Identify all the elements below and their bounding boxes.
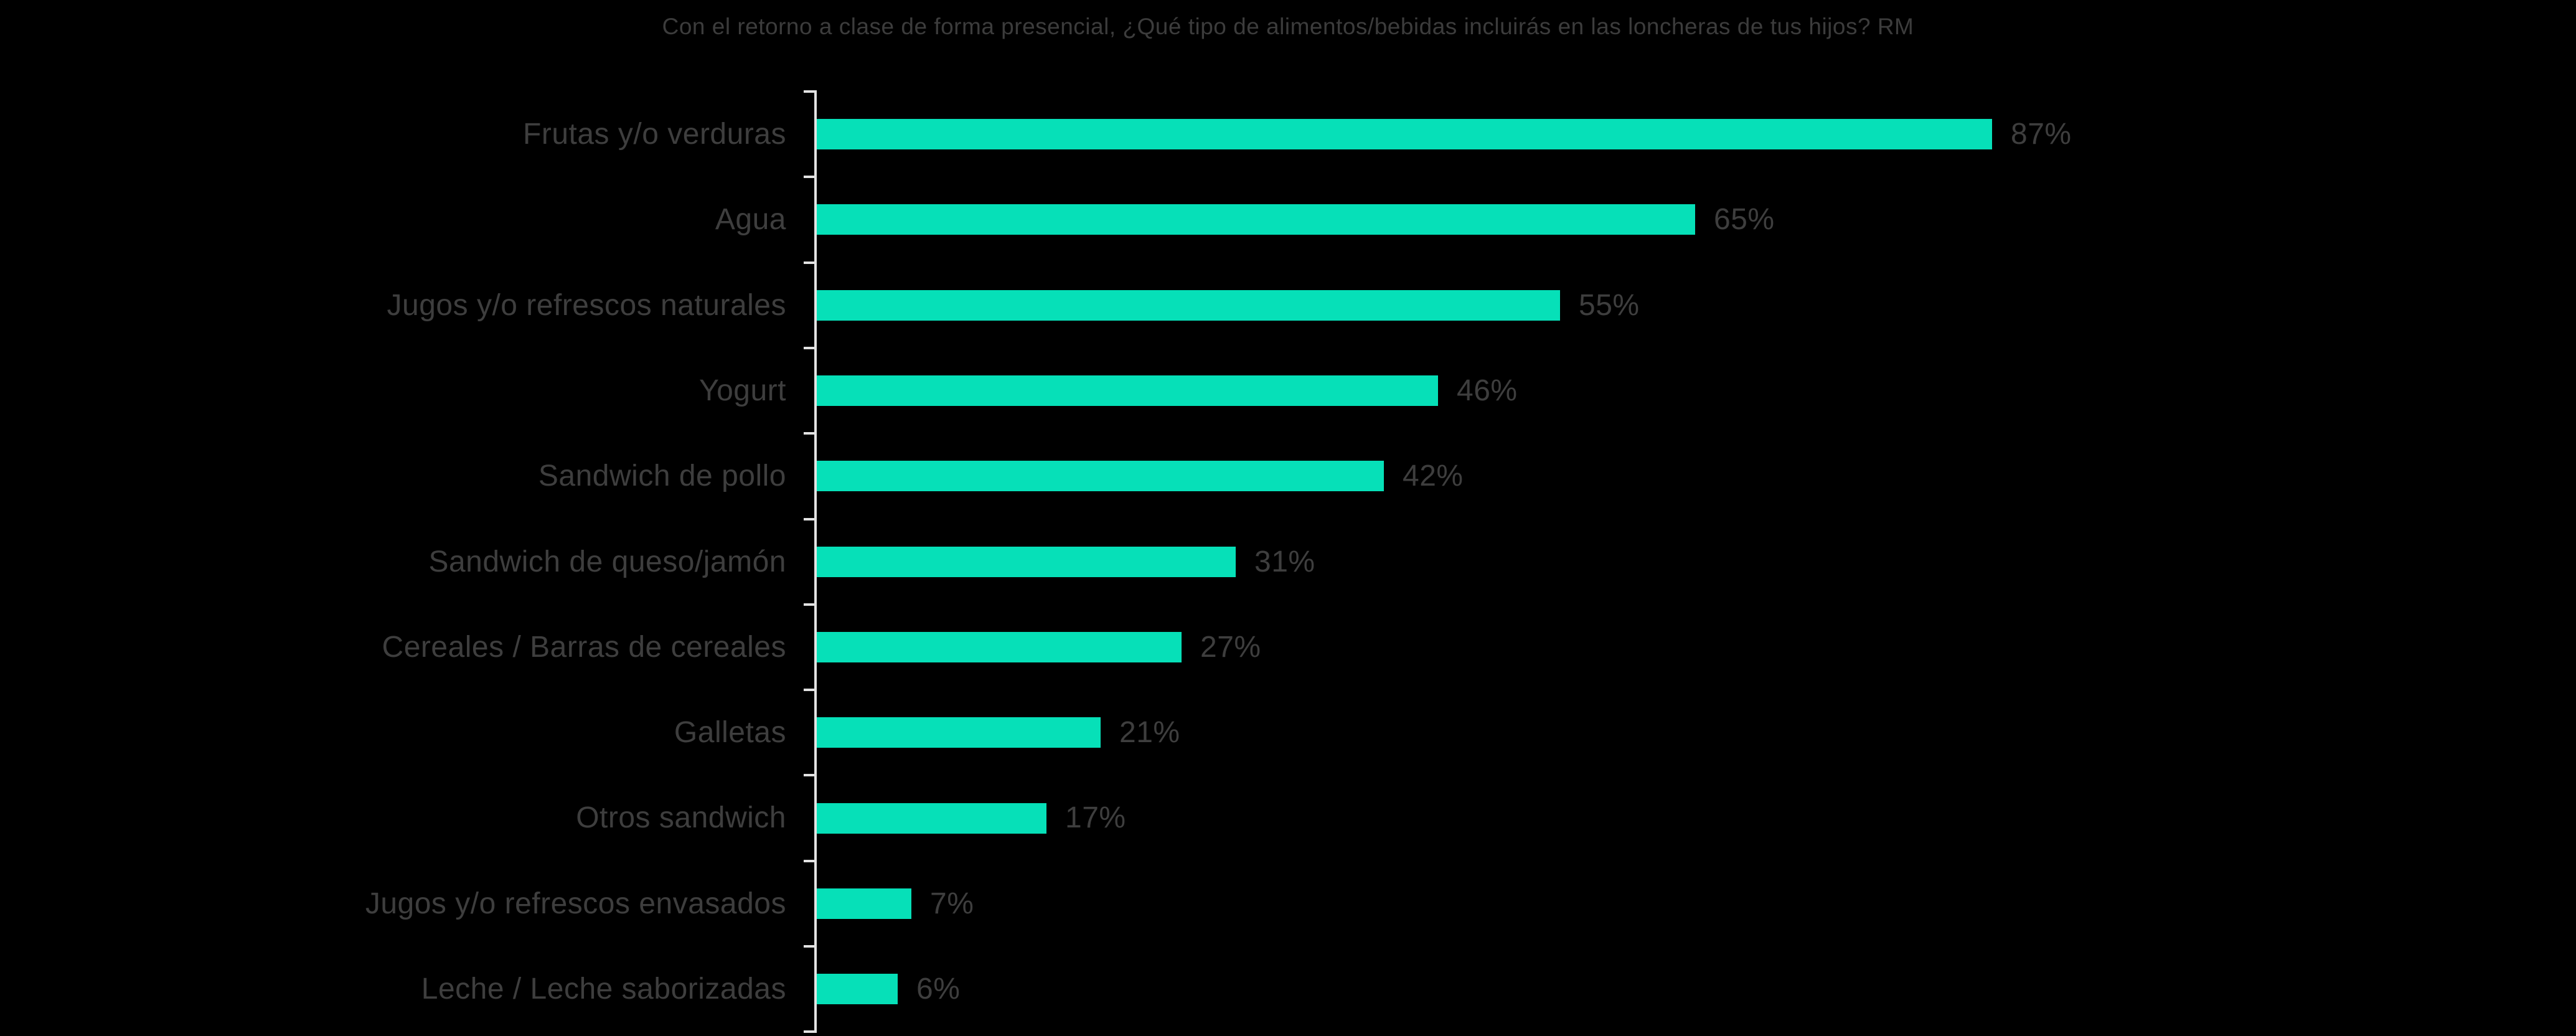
value-label: 31%	[1254, 545, 1315, 578]
axis-tick	[804, 859, 814, 862]
bar	[817, 631, 1182, 662]
axis-tick	[804, 774, 814, 777]
y-axis-line	[814, 90, 817, 1033]
value-label: 7%	[930, 887, 974, 920]
bar	[817, 974, 898, 1005]
chart-title: Con el retorno a clase de forma presenci…	[662, 14, 1914, 39]
bar	[817, 803, 1046, 834]
axis-tick	[804, 346, 814, 349]
value-label: 6%	[916, 972, 961, 1005]
category-label: Frutas y/o verduras	[523, 118, 786, 151]
bar	[817, 119, 1992, 150]
category-label: Leche / Leche saborizadas	[421, 972, 786, 1005]
bar	[817, 546, 1236, 577]
bar	[817, 375, 1438, 407]
category-label: Otros sandwich	[576, 801, 786, 835]
value-label: 17%	[1065, 801, 1126, 835]
value-label: 46%	[1457, 374, 1518, 407]
category-label: Agua	[715, 203, 786, 237]
value-label: 55%	[1579, 288, 1640, 322]
bar	[817, 461, 1384, 492]
category-label: Yogurt	[698, 374, 786, 407]
axis-tick	[804, 432, 814, 435]
category-label: Sandwich de queso/jamón	[428, 545, 786, 578]
axis-tick	[804, 945, 814, 948]
bar	[817, 204, 1695, 235]
axis-tick	[804, 517, 814, 520]
axis-tick	[804, 689, 814, 692]
bar	[817, 888, 911, 919]
axis-tick	[804, 1030, 814, 1034]
category-label: Galletas	[674, 716, 786, 750]
bar	[817, 290, 1560, 321]
axis-tick	[804, 176, 814, 179]
category-label: Jugos y/o refrescos naturales	[387, 288, 786, 322]
axis-tick	[804, 90, 814, 93]
value-label: 42%	[1403, 459, 1464, 493]
value-label: 21%	[1119, 716, 1180, 750]
value-label: 65%	[1714, 203, 1775, 237]
axis-tick	[804, 603, 814, 606]
bar	[817, 717, 1101, 748]
category-label: Sandwich de pollo	[538, 459, 786, 493]
value-label: 27%	[1200, 630, 1261, 664]
axis-tick	[804, 261, 814, 264]
category-label: Jugos y/o refrescos envasados	[365, 887, 786, 920]
value-label: 87%	[2011, 118, 2072, 151]
category-label: Cereales / Barras de cereales	[382, 630, 786, 664]
